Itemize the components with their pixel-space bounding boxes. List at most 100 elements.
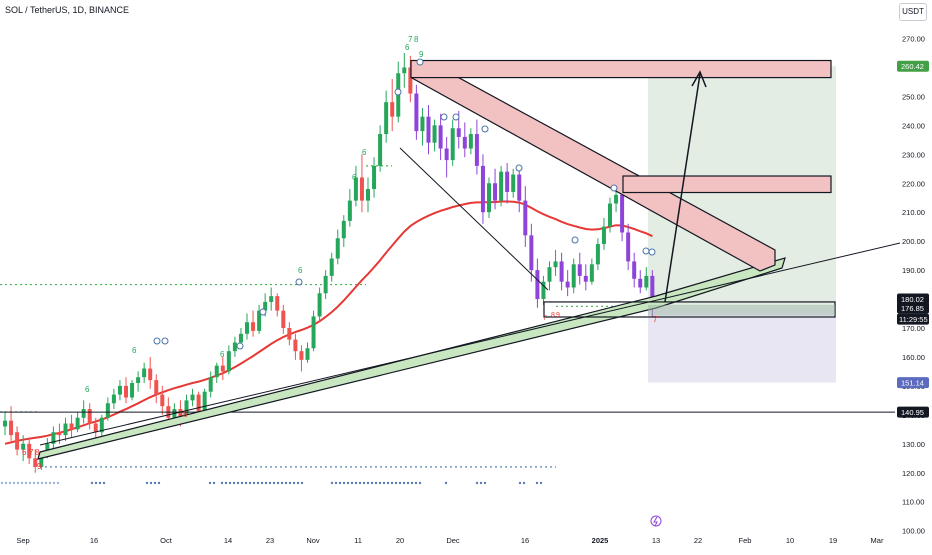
green-count-label: 6 [362, 148, 367, 157]
candle-body [142, 368, 147, 378]
candle-body [565, 281, 570, 288]
indicator-dot [342, 481, 346, 485]
candle-body [499, 171, 504, 201]
indicator-dot [102, 481, 106, 485]
candle-body [444, 148, 449, 161]
candle-body [190, 394, 195, 401]
indicator-dot [418, 481, 422, 485]
indicator-dot [475, 481, 479, 485]
candle-body [390, 102, 395, 117]
candle-body [245, 322, 249, 334]
signal-circle [416, 58, 424, 66]
lightning-icon [653, 516, 658, 527]
candle-body [263, 301, 268, 311]
candle-body [474, 134, 479, 166]
x-tick-label: 22 [694, 536, 702, 545]
candle-body [650, 275, 655, 308]
candle-body [317, 293, 322, 317]
indicator-dot [145, 481, 149, 485]
indicator-dot [248, 481, 252, 485]
indicator-dot [366, 481, 370, 485]
red-count-label: 6 [22, 448, 27, 457]
candle-body [299, 351, 304, 360]
candle-body [220, 365, 225, 372]
indicator-dot [149, 481, 153, 485]
indicator-dot [330, 481, 334, 485]
price-tag [897, 302, 929, 314]
red-count-label: 8 [551, 312, 555, 319]
indicator-dot [374, 481, 378, 485]
signal-circle [610, 184, 618, 192]
price-tag-label: 140.95 [901, 408, 924, 417]
x-tick-label: 14 [224, 536, 232, 545]
indicator-dot [296, 481, 300, 485]
candle-body [75, 417, 80, 430]
candle-body [238, 333, 243, 343]
indicator-dot [44, 481, 48, 485]
green-count-label: 6 [220, 350, 225, 359]
candle-body [69, 423, 74, 430]
drawings-layer [0, 59, 901, 460]
indicator-dot [338, 481, 342, 485]
indicator-dot [48, 481, 52, 485]
y-tick-label: 160.00 [902, 353, 925, 362]
price-tag [897, 293, 929, 305]
y-tick-label: 210.00 [902, 208, 925, 217]
price-tag [897, 377, 929, 389]
candle-body [638, 278, 643, 288]
candle-body [178, 409, 183, 421]
candle-body [148, 368, 153, 381]
descending-wedge-line [399, 147, 549, 291]
currency-badge[interactable]: USDT [899, 3, 927, 21]
candle-body [214, 365, 219, 378]
target-box-mid [622, 175, 832, 194]
candle-body [505, 171, 510, 192]
indicator-dot [94, 481, 98, 485]
green-count-label: 7 [408, 35, 413, 44]
candle-body [311, 316, 316, 349]
x-tick-label: Dec [446, 536, 460, 545]
candle-body [583, 275, 588, 282]
candle-body [571, 264, 576, 288]
candle-body [196, 394, 201, 412]
y-tick-label: 100.00 [902, 527, 925, 536]
candle-body [160, 394, 165, 407]
red-count-label: 9 [37, 462, 42, 471]
red-count-label: 8 [35, 448, 40, 457]
candle-body [462, 136, 467, 149]
candle-body [644, 275, 649, 288]
candle-body [487, 183, 491, 213]
candle-body [63, 423, 68, 436]
indicator-dot [479, 481, 483, 485]
y-tick-label: 240.00 [902, 121, 925, 130]
candle-body [378, 134, 383, 166]
indicator-dot [334, 481, 338, 485]
candle-body [601, 226, 606, 245]
indicator-dot [390, 481, 394, 485]
indicator-dot [208, 481, 212, 485]
indicator-dot [276, 481, 280, 485]
candle-body [632, 261, 637, 279]
candle-body [589, 264, 594, 282]
candle-body [130, 383, 135, 398]
x-tick-label: 11 [354, 536, 362, 545]
candle-body [99, 417, 104, 433]
candle-body [511, 174, 516, 192]
candle-body [39, 455, 44, 467]
indicator-dot [444, 481, 448, 485]
candle-body [275, 296, 280, 311]
signal-circle [259, 308, 267, 316]
x-tick-label: 19 [829, 536, 837, 545]
candle-body [81, 409, 86, 418]
candle-body [366, 189, 370, 201]
x-tick-label: Nov [306, 536, 320, 545]
indicator-dot [539, 481, 543, 485]
y-tick-label: 230.00 [902, 150, 925, 159]
candle-body [426, 116, 431, 143]
x-tick-label: 16 [521, 536, 529, 545]
candle-body [208, 377, 213, 392]
red-count-label: 7 [543, 315, 547, 322]
